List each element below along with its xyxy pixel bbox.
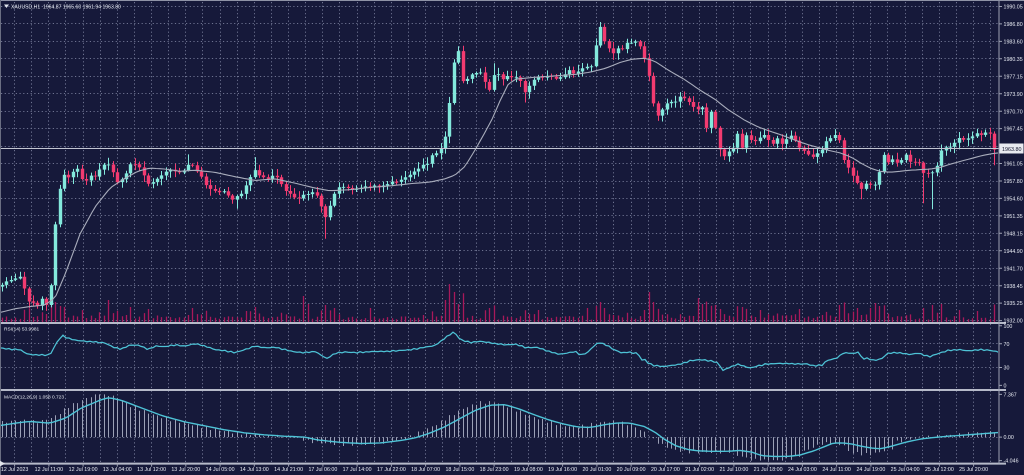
svg-text:1941.70: 1941.70 — [1004, 266, 1023, 272]
svg-text:20 Jul 09:00: 20 Jul 09:00 — [617, 467, 646, 473]
svg-text:13 Jul 04:00: 13 Jul 04:00 — [103, 467, 132, 473]
svg-text:1967.45: 1967.45 — [1004, 127, 1023, 133]
svg-text:14 Jul 13:00: 14 Jul 13:00 — [240, 467, 269, 473]
svg-text:30: 30 — [1004, 366, 1010, 372]
svg-text:18 Jul 15:00: 18 Jul 15:00 — [445, 467, 474, 473]
svg-text:7.367: 7.367 — [1004, 393, 1017, 399]
svg-text:70: 70 — [1004, 342, 1010, 348]
svg-text:24 Jul 03:00: 24 Jul 03:00 — [788, 467, 817, 473]
svg-text:17 Jul 22:00: 17 Jul 22:00 — [377, 467, 406, 473]
svg-text:21 Jul 02:00: 21 Jul 02:00 — [685, 467, 714, 473]
svg-text:1932.00: 1932.00 — [1004, 319, 1023, 325]
svg-text:25 Jul 04:00: 25 Jul 04:00 — [891, 467, 920, 473]
svg-text:1961.05: 1961.05 — [1004, 162, 1023, 168]
svg-text:14 Jul 21:00: 14 Jul 21:00 — [274, 467, 303, 473]
svg-text:1935.25: 1935.25 — [1004, 301, 1023, 307]
svg-text:100: 100 — [1004, 324, 1013, 330]
svg-text:1938.45: 1938.45 — [1004, 284, 1023, 290]
svg-text:12 Jul 11:00: 12 Jul 11:00 — [35, 467, 64, 473]
svg-text:MACD(12,26,9) 1.058 0.723: MACD(12,26,9) 1.058 0.723 — [4, 395, 64, 401]
svg-text:18 Jul 23:00: 18 Jul 23:00 — [480, 467, 509, 473]
svg-text:25 Jul 12:00: 25 Jul 12:00 — [925, 467, 954, 473]
svg-text:1954.60: 1954.60 — [1004, 197, 1023, 203]
svg-text:14 Jul 05:00: 14 Jul 05:00 — [206, 467, 235, 473]
svg-text:12 Jul 2023: 12 Jul 2023 — [1, 467, 28, 473]
svg-text:1990.05: 1990.05 — [1004, 5, 1023, 11]
svg-text:1980.35: 1980.35 — [1004, 57, 1023, 63]
svg-text:0: 0 — [1004, 384, 1007, 390]
svg-text:-4.046: -4.046 — [1004, 459, 1019, 465]
svg-text:18 Jul 07:00: 18 Jul 07:00 — [411, 467, 440, 473]
svg-text:1963.80: 1963.80 — [1002, 147, 1022, 153]
svg-text:24 Jul 19:00: 24 Jul 19:00 — [856, 467, 885, 473]
svg-text:1970.70: 1970.70 — [1004, 109, 1023, 115]
svg-text:0.00: 0.00 — [1004, 435, 1014, 441]
svg-text:19 Jul 08:00: 19 Jul 08:00 — [514, 467, 543, 473]
svg-text:24 Jul 11:00: 24 Jul 11:00 — [822, 467, 851, 473]
svg-text:13 Jul 20:00: 13 Jul 20:00 — [171, 467, 200, 473]
svg-text:21 Jul 18:00: 21 Jul 18:00 — [754, 467, 783, 473]
svg-text:1983.60: 1983.60 — [1004, 40, 1023, 46]
svg-text:12 Jul 19:00: 12 Jul 19:00 — [69, 467, 98, 473]
svg-text:1948.15: 1948.15 — [1004, 231, 1023, 237]
svg-text:1977.15: 1977.15 — [1004, 74, 1023, 80]
svg-text:RSI(14) 53.9981: RSI(14) 53.9981 — [4, 327, 40, 333]
svg-text:1944.90: 1944.90 — [1004, 249, 1023, 255]
svg-text:25 Jul 20:00: 25 Jul 20:00 — [959, 467, 988, 473]
svg-text:17 Jul 14:00: 17 Jul 14:00 — [343, 467, 372, 473]
svg-text:21 Jul 10:00: 21 Jul 10:00 — [719, 467, 748, 473]
svg-text:19 Jul 16:00: 19 Jul 16:00 — [548, 467, 577, 473]
svg-text:1973.90: 1973.90 — [1004, 92, 1023, 98]
svg-text:1951.35: 1951.35 — [1004, 214, 1023, 220]
svg-text:XAUUSD,H1 1964.87 1965.60 196: XAUUSD,H1 1964.87 1965.60 1961.94 1963.8… — [11, 5, 121, 11]
svg-text:20 Jul 17:00: 20 Jul 17:00 — [651, 467, 680, 473]
svg-text:17 Jul 06:00: 17 Jul 06:00 — [308, 467, 337, 473]
svg-text:1957.80: 1957.80 — [1004, 179, 1023, 185]
svg-text:13 Jul 12:00: 13 Jul 12:00 — [137, 467, 166, 473]
svg-text:1986.80: 1986.80 — [1004, 22, 1023, 28]
svg-text:20 Jul 01:00: 20 Jul 01:00 — [582, 467, 611, 473]
